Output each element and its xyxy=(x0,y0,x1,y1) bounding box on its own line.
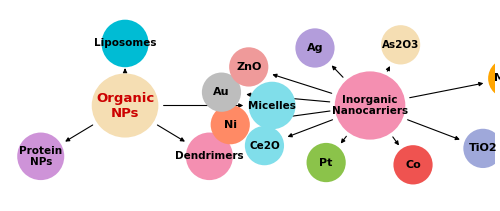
Text: Au: Au xyxy=(213,87,230,97)
Ellipse shape xyxy=(186,133,233,180)
Text: Ni: Ni xyxy=(224,120,236,130)
Text: Liposomes: Liposomes xyxy=(94,38,156,49)
Ellipse shape xyxy=(306,143,346,182)
Ellipse shape xyxy=(229,47,268,87)
Text: Pt: Pt xyxy=(320,158,333,168)
Ellipse shape xyxy=(102,20,148,67)
Ellipse shape xyxy=(488,59,500,98)
Text: As2O3: As2O3 xyxy=(382,40,420,50)
Text: ZnO: ZnO xyxy=(236,62,262,72)
Text: Organic
NPs: Organic NPs xyxy=(96,92,154,119)
Text: Ag: Ag xyxy=(306,43,323,53)
Ellipse shape xyxy=(248,82,296,129)
Ellipse shape xyxy=(381,25,420,65)
Text: Micelles: Micelles xyxy=(248,100,296,111)
Ellipse shape xyxy=(335,71,406,140)
Text: MNP: MNP xyxy=(494,73,500,83)
Text: TiO2: TiO2 xyxy=(468,143,497,153)
Ellipse shape xyxy=(296,28,335,68)
Ellipse shape xyxy=(210,105,250,144)
Text: Co: Co xyxy=(405,160,421,170)
Text: Inorganic
Nanocarriers: Inorganic Nanocarriers xyxy=(332,95,408,116)
Ellipse shape xyxy=(202,73,241,112)
Text: Protein
NPs: Protein NPs xyxy=(19,146,62,167)
Text: Ce2O: Ce2O xyxy=(249,141,280,151)
Ellipse shape xyxy=(92,73,158,138)
Ellipse shape xyxy=(17,133,64,180)
Ellipse shape xyxy=(464,129,500,168)
Ellipse shape xyxy=(245,126,284,165)
Ellipse shape xyxy=(394,145,432,184)
Text: Dendrimers: Dendrimers xyxy=(175,151,244,161)
